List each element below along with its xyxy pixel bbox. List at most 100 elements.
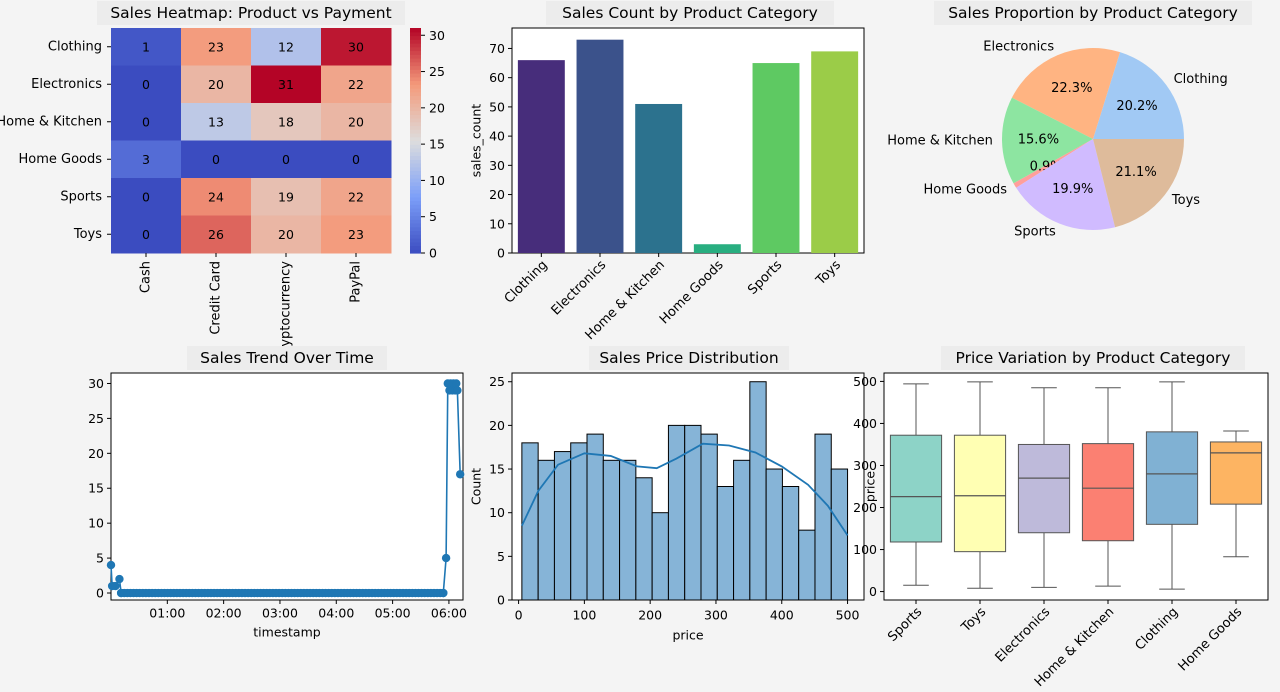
- x-tick-label: Home Goods: [1176, 605, 1246, 675]
- colorbar-segment: [410, 80, 421, 85]
- heatmap-cell-value: 20: [208, 77, 224, 92]
- colorbar-segment: [410, 159, 421, 164]
- heatmap-cell: [321, 178, 392, 216]
- colorbar-segment: [410, 155, 421, 160]
- histogram-bar: [733, 459, 751, 601]
- colorbar-segment: [410, 54, 421, 59]
- chart-title: Price Variation by Product Category: [956, 349, 1231, 367]
- colorbar-segment: [410, 65, 421, 70]
- colorbar-segment: [410, 174, 421, 179]
- chart-title-background: [97, 1, 405, 25]
- colorbar-segment: [410, 189, 421, 194]
- heatmap-cell-value: 0: [142, 77, 150, 92]
- heatmap-cell-value: 13: [208, 114, 224, 129]
- box: [889, 434, 943, 543]
- colorbar-segment: [410, 230, 421, 235]
- heatmap-cell: [181, 28, 252, 66]
- pie-category-label: Sports: [1014, 224, 1056, 239]
- plot-frame: [110, 372, 464, 601]
- y-tick-label: Home & Kitchen: [0, 114, 102, 129]
- pie-category-label: Home Goods: [923, 183, 1007, 198]
- colorbar-segment: [410, 46, 421, 52]
- histogram-bar: [619, 459, 637, 601]
- colorbar-segment: [410, 35, 421, 40]
- x-tick-label: 05:00: [375, 606, 411, 621]
- heatmap-cell: [181, 65, 252, 104]
- colorbar-segment: [410, 129, 421, 134]
- colorbar-segment: [410, 106, 421, 112]
- colorbar-tick-label: 30: [429, 28, 445, 43]
- y-tick-label: 0: [497, 593, 505, 608]
- bar: [693, 244, 741, 253]
- histogram-bar: [798, 529, 816, 601]
- colorbar-segment: [410, 114, 421, 119]
- y-tick-label: 10: [489, 505, 505, 520]
- box: [1145, 431, 1199, 525]
- y-tick-label: 30: [88, 376, 104, 391]
- heatmap-cell: [111, 140, 182, 179]
- data-point: [115, 574, 124, 584]
- colorbar-segment: [410, 118, 421, 123]
- colorbar-segment: [410, 151, 421, 157]
- heatmap-cell: [321, 28, 392, 66]
- y-tick-label: 15: [489, 462, 505, 477]
- y-tick-label: 25: [489, 374, 505, 389]
- y-tick-label: 300: [853, 458, 877, 473]
- y-tick-label: 5: [96, 551, 104, 566]
- x-tick-label: 0: [515, 608, 523, 623]
- x-tick-label: Cash: [139, 261, 154, 293]
- heatmap-cell: [321, 103, 392, 141]
- x-tick-label: Toys: [958, 605, 989, 636]
- x-tick-label: 06:00: [431, 606, 467, 621]
- histogram-bar: [830, 468, 849, 601]
- colorbar-tick-label: 15: [429, 137, 445, 152]
- y-axis-label: sales_count: [469, 104, 484, 177]
- x-tick-label: Sports: [745, 258, 785, 298]
- heatmap-cell: [111, 103, 182, 141]
- bar: [635, 103, 683, 253]
- y-tick-label: 100: [853, 542, 877, 557]
- x-tick-label: 01:00: [149, 606, 185, 621]
- heatmap-cell-value: 20: [348, 114, 364, 129]
- heatmap-cell: [181, 140, 252, 179]
- colorbar-segment: [410, 238, 421, 243]
- y-tick-label: 30: [489, 158, 505, 173]
- heatmap-cell: [181, 215, 252, 254]
- y-tick-label: 20: [489, 187, 505, 202]
- heatmap-cell: [251, 215, 322, 254]
- data-point: [106, 560, 116, 570]
- pie-slice: [1016, 139, 1116, 230]
- heatmap-cell-value: 24: [208, 189, 224, 204]
- pie-chart-panel: 20.2% Clothing 22.3% Electronics 15.6% Home &…: [887, 1, 1252, 239]
- colorbar-segment: [410, 166, 421, 172]
- chart-title: Sales Heatmap: Product vs Payment: [110, 4, 391, 22]
- x-axis-label: price: [672, 628, 703, 643]
- pie-category-label: Clothing: [1174, 72, 1228, 87]
- bar: [576, 39, 624, 254]
- x-tick-label: 03:00: [262, 606, 298, 621]
- colorbar-segment: [410, 148, 421, 153]
- heatmap-cell: [111, 28, 182, 66]
- y-tick-label: 0: [497, 246, 505, 261]
- heatmap-cell: [111, 178, 182, 216]
- box: [1017, 443, 1071, 534]
- heatmap-cell: [251, 28, 322, 66]
- colorbar-segment: [410, 196, 421, 202]
- colorbar-segment: [410, 181, 421, 187]
- histogram-panel: 0 5 10 15 20 25 0 100 200 300 400 500 Count price Sale…: [469, 346, 865, 643]
- chart-title-background: [546, 1, 834, 25]
- x-tick-label: Electronics: [993, 605, 1054, 666]
- y-tick-label: 40: [489, 129, 505, 144]
- heatmap-cell: [321, 140, 392, 179]
- heatmap-cell: [111, 215, 182, 254]
- y-tick-label: 60: [489, 70, 505, 85]
- colorbar-segment: [410, 204, 421, 209]
- heatmap-cell: [181, 178, 252, 216]
- heatmap-cell-value: 12: [278, 39, 294, 54]
- data-point: [455, 470, 465, 479]
- x-tick-label: PayPal: [349, 261, 364, 303]
- y-tick-label: Toys: [73, 227, 102, 242]
- colorbar-segment: [410, 76, 421, 82]
- colorbar-segment: [410, 245, 421, 250]
